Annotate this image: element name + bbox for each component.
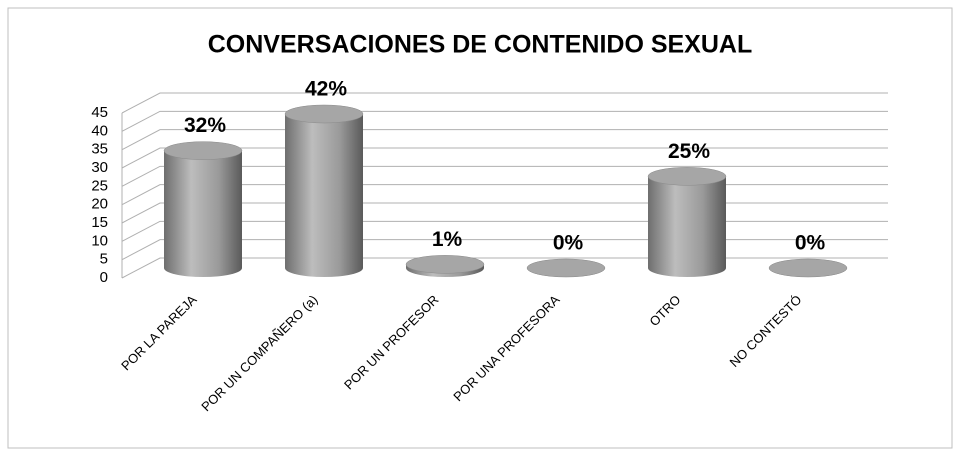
value-label: 32% — [184, 114, 226, 137]
value-label: 0% — [553, 232, 584, 255]
y-tick-label: 5 — [100, 251, 108, 268]
value-label: 42% — [305, 78, 347, 101]
y-tick-label: 0 — [100, 269, 108, 286]
value-label: 1% — [432, 228, 463, 251]
grid-line — [121, 239, 888, 261]
grid-line — [121, 184, 888, 206]
y-tick-label: 10 — [91, 232, 108, 249]
value-label: 25% — [668, 140, 710, 163]
bar — [285, 114, 363, 277]
value-label: 0% — [795, 232, 826, 255]
grid-line — [121, 92, 888, 114]
bar-top — [405, 255, 485, 274]
grid-line — [121, 257, 888, 279]
y-tick-label: 40 — [91, 122, 108, 139]
bar-top — [163, 141, 243, 160]
bar-top — [768, 258, 848, 278]
grid-line — [121, 129, 888, 151]
y-tick-label: 35 — [91, 141, 108, 158]
grid-line — [121, 202, 888, 224]
y-tick-label: 15 — [91, 214, 108, 231]
grid-line — [121, 220, 888, 242]
bar — [648, 176, 726, 277]
bar-top — [526, 258, 606, 278]
y-tick-label: 30 — [91, 159, 108, 176]
y-tick-label: 25 — [91, 177, 108, 194]
grid-line — [121, 165, 888, 187]
y-tick-label: 45 — [91, 104, 108, 121]
chart-title: CONVERSACIONES DE CONTENIDO SEXUAL — [208, 31, 753, 59]
bar — [164, 150, 242, 277]
bar-top — [284, 104, 364, 124]
grid-line — [121, 110, 888, 132]
grid-line — [121, 147, 888, 169]
bar-top — [647, 167, 727, 186]
y-tick-label: 20 — [91, 196, 108, 213]
